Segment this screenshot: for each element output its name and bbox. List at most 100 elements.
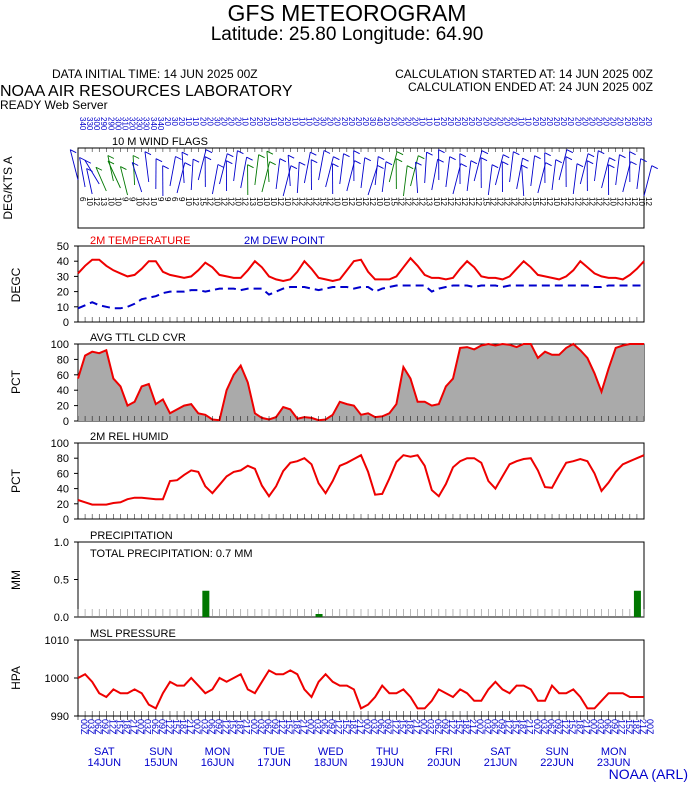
wind-speed-label: 9 [120,197,129,202]
wind-dir-label: 30 [212,117,221,126]
wind-barb [551,159,557,191]
wind-barb-feather [609,157,616,162]
wind-barb [615,154,620,186]
hour-tick-label: 03Z [426,719,436,735]
precip-ytick-label: 0.0 [54,612,69,624]
wind-barb [275,158,281,190]
wind-dir-label: 340 [78,117,87,131]
wind-barb [219,153,228,185]
wind-barb-feather [491,164,499,169]
temp-ytick-label: 10 [57,302,69,314]
wind-dir-label: 20 [580,117,589,126]
wind-barb-feather [522,157,529,162]
wind-barb [601,157,610,189]
wind-dir-label: 10 [425,117,434,126]
wind-barb [144,151,150,183]
rh-ytick-label: 40 [57,484,69,496]
wind-barb-feather [513,151,520,156]
day-label-date: 14JUN [87,757,121,769]
wind-barb-feather [555,159,562,164]
wind-speed-label: 12 [191,197,200,206]
hour-tick-label: 18Z [404,719,414,735]
wind-dir-label: 290 [99,117,108,131]
wind-barb [233,150,238,182]
day-label-dow: MON [601,746,627,758]
wind-dir-label: 30 [368,117,377,126]
wind-speed-label: 12 [227,197,236,206]
wind-barb-feather [107,155,115,159]
wind-barb [181,152,185,184]
hour-tick-label: 06Z [206,719,216,735]
hour-tick-label: 15Z [454,719,464,735]
wind-barb-feather [332,163,339,168]
day-label-date: 15JUN [144,757,178,769]
rh-ytick-label: 100 [51,438,69,450]
wind-speed-label: 12 [580,197,589,206]
wind-dir-label: 30 [170,117,179,126]
wind-dir-label: 20 [283,117,292,126]
hour-tick-label: 03Z [539,719,549,735]
wind-dir-label: 10 [290,117,299,126]
wind-barb [266,151,270,183]
wind-barb [84,160,100,185]
cloud-ytick-label: 60 [57,370,69,382]
precip-total: TOTAL PRECIPITATION: 0.7 MM [90,548,253,560]
wind-speed-label: 12 [411,197,420,206]
wind-dir-label: 10 [517,117,526,126]
wind-barb-feather [651,165,658,170]
wind-speed-label: 12 [368,197,377,206]
wind-barb-feather [502,161,509,166]
wind-barb [572,163,578,195]
wind-speed-label: 12 [524,197,533,206]
wind-barb [346,160,356,192]
wind-speed-label: 10 [262,197,271,206]
wind-barb [120,166,128,196]
cloud-ytick-label: 80 [57,354,69,366]
day-label-date: 17JUN [257,757,291,769]
wind-barb-feather [470,160,478,165]
day-label-date: 18JUN [314,757,348,769]
wind-barb-feather [181,151,189,156]
wind-barb [190,159,194,191]
calc-ended: CALCULATION ENDED AT: 24 JUN 2025 00Z [408,80,653,94]
wind-speed-label: 12 [587,197,596,206]
wind-speed-label: 12 [220,197,229,206]
wind-barb [132,155,136,186]
hour-tick-label: 12Z [504,719,514,735]
wind-speed-label: 9 [177,197,186,202]
day-label-dow: TUE [263,746,285,758]
wind-speed-label: 9 [156,197,165,202]
day-label-date: 16JUN [201,757,235,769]
day-label-dow: SAT [490,746,511,758]
cloud-ytick-label: 0 [63,416,69,428]
wind-barb [466,160,472,192]
wind-speed-label: 12 [594,197,603,206]
wind-speed-label: 12 [361,197,370,206]
wind-barb [636,158,642,190]
rh-ylabel: PCT [9,468,23,493]
wind-barb-feather [310,151,317,156]
wind-barb [287,155,291,187]
wind-dir-label: 20 [467,117,476,126]
wind-speed-label: 12 [403,197,412,206]
wind-barb [445,156,451,188]
hour-tick-label: 12Z [334,719,344,735]
wind-dir-label: 20 [552,117,561,126]
wind-dir-label: 20 [439,117,448,126]
wind-speed-label: 12 [304,197,313,206]
wind-barb [169,156,176,187]
wind-dir-label: 20 [481,117,490,126]
wind-barb-feather [396,151,404,156]
day-label-date: 22JUN [540,757,574,769]
cloud-ytick-label: 40 [57,385,69,397]
hour-tick-label: 00Z [532,719,542,735]
wind-dir-label: 300 [92,117,101,131]
cloud-ytick-label: 100 [51,339,69,351]
wind-speed-label: 10 [149,197,158,206]
wind-speed-label: 12 [538,197,547,206]
panel-frame-1 [77,245,645,323]
wind-speed-label: 10 [354,197,363,206]
wind-speed-label: 12 [495,197,504,206]
chart-title: GFS METEOROGRAM [227,0,467,26]
wind-dir-label: 290 [106,117,115,131]
